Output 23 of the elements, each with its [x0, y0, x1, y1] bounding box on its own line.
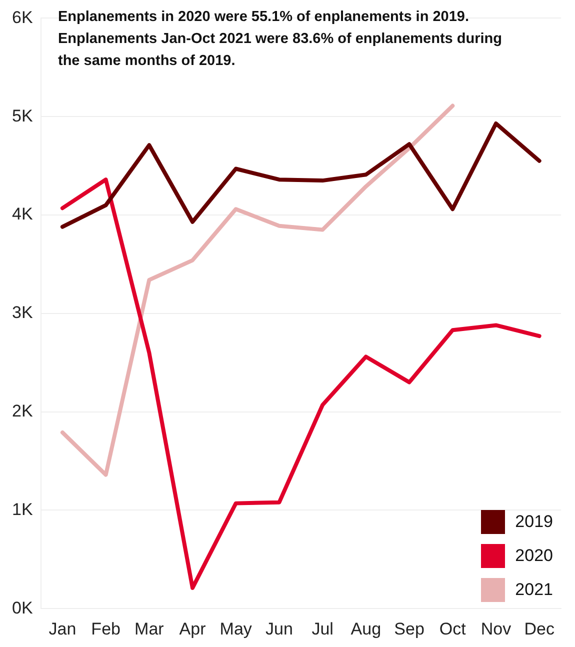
x-tick-label: Jan: [48, 619, 76, 638]
y-tick-label: 3K: [12, 303, 34, 322]
y-tick-label: 0K: [12, 598, 34, 618]
x-tick-label: Nov: [480, 619, 512, 638]
x-tick-label: Apr: [179, 619, 206, 638]
x-tick-label: May: [220, 619, 252, 638]
x-tick-label: Dec: [524, 619, 555, 638]
x-tick-label: Jun: [266, 619, 293, 638]
x-tick-label: Sep: [394, 619, 424, 638]
x-tick-label: Oct: [439, 619, 466, 638]
legend-label: 2021: [515, 580, 553, 600]
y-tick-label: 5K: [12, 106, 34, 126]
y-tick-label: 4K: [12, 204, 34, 224]
y-tick-label: 1K: [12, 500, 34, 519]
y-tick-label: 2K: [12, 401, 34, 420]
x-tick-label: Mar: [134, 619, 164, 638]
x-tick-label: Jul: [312, 619, 334, 638]
legend-label: 2019: [515, 512, 553, 532]
text: Enplanements in 2020 were 55.1% of enplanements in 2019. Enplanements Jan-Oct 2021 were 83.6% of enplanements during the same months of 2019.: [58, 8, 503, 71]
x-tick-label: Feb: [91, 619, 120, 638]
y-tick-label: 6K: [12, 8, 34, 27]
x-tick-label: Aug: [350, 619, 382, 638]
legend-label: 2020: [515, 546, 553, 566]
